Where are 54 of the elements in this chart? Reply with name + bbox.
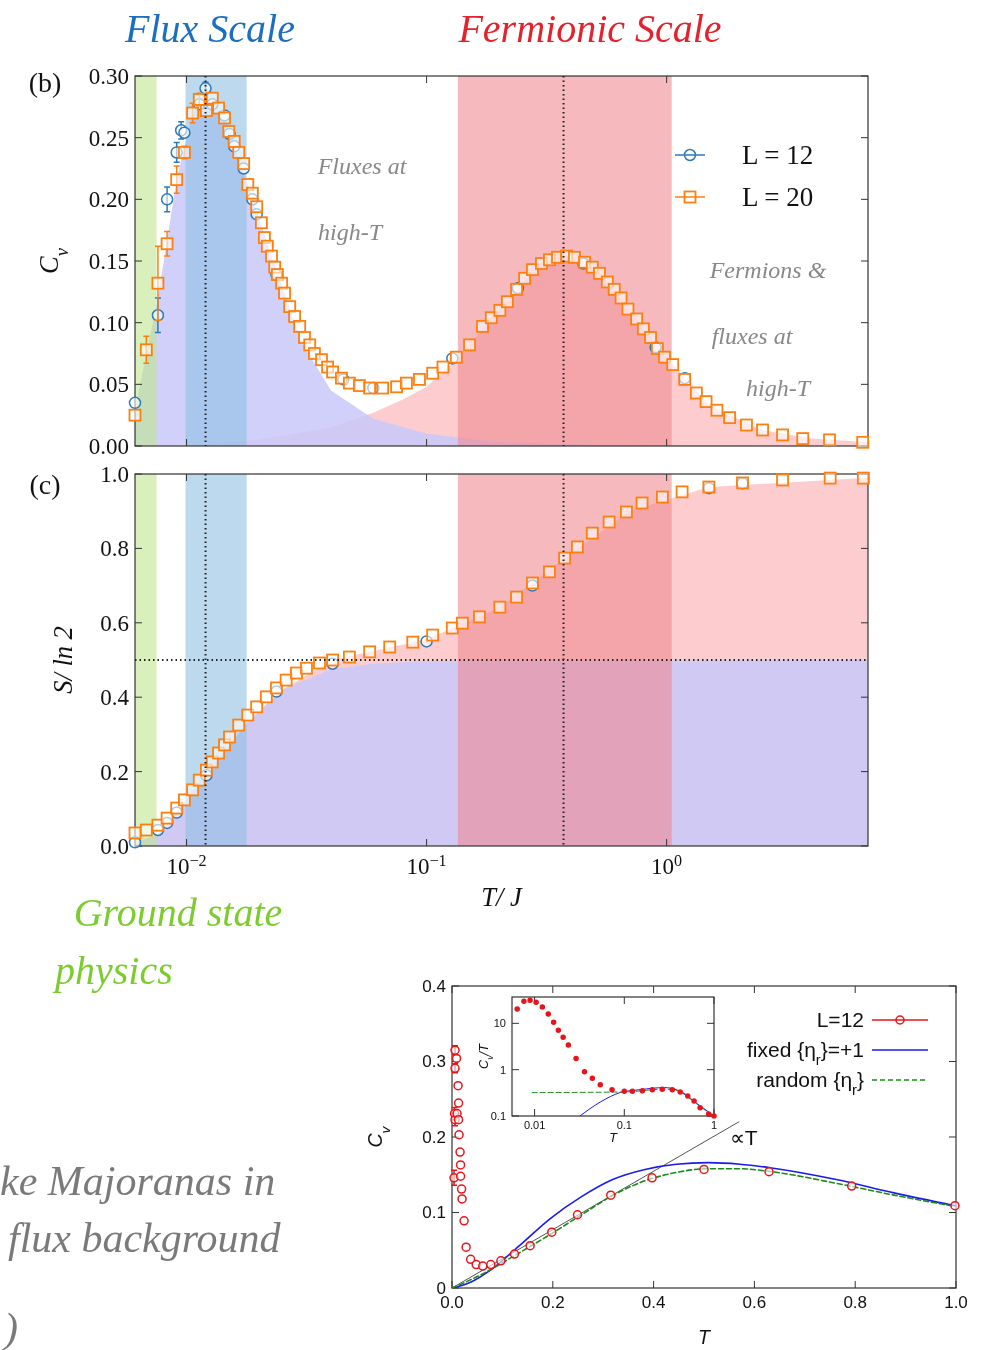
x-tick-label: 0.2	[540, 1293, 565, 1313]
legend-label: random {η$_{r}$}	[756, 1068, 864, 1099]
legend-label: L=12	[816, 1008, 864, 1032]
y-tick-label: 0.2	[100, 759, 129, 785]
text: ke Majoranas in	[0, 1158, 276, 1204]
x-tick-label: 10$^{−2}$	[166, 851, 207, 879]
text: (b)	[28, 67, 62, 98]
annotation: high-T	[745, 375, 812, 401]
y-tick-label: 0.8	[100, 536, 129, 562]
x-axis-title: T/ J	[481, 882, 523, 912]
y-tick-label: 0.6	[100, 610, 129, 636]
text: Ground state	[73, 890, 283, 935]
y-tick-label: 0.3	[422, 1052, 446, 1072]
y-tick-label: 0.1	[490, 1109, 506, 1122]
text: Flux Scale	[124, 6, 295, 51]
x-tick-label: 1	[710, 1119, 718, 1132]
x-tick-label: 0.8	[843, 1293, 868, 1313]
annotation: fluxes at	[711, 323, 794, 349]
x-axis-title: T	[698, 1326, 713, 1348]
annotation: high-T	[317, 219, 384, 245]
x-tick-label: 10$^{−1}$	[406, 851, 447, 879]
x-tick-label: 1.0	[944, 1293, 968, 1313]
legend-label: L = 12	[742, 140, 814, 171]
y-tick-label: 0.05	[88, 372, 129, 398]
x-tick-label: 10$^{0}$	[651, 851, 683, 879]
x-tick-label: 0.4	[641, 1293, 666, 1313]
x-axis-title: T	[609, 1131, 619, 1145]
y-tick-label: 0.4	[422, 976, 446, 996]
y-tick-label: 0.30	[88, 64, 129, 90]
y-tick-label: 1	[499, 1063, 506, 1076]
x-tick-label: 0.6	[742, 1293, 767, 1313]
text: physics	[52, 948, 173, 993]
y-tick-label: 0.4	[100, 685, 130, 711]
x-tick-label: 0.0	[440, 1293, 464, 1313]
y-tick-label: 0.00	[88, 434, 129, 460]
y-tick-label: 10	[493, 1017, 506, 1030]
y-axis-title: S/ ln 2	[48, 626, 78, 694]
text: Fermionic Scale	[457, 6, 722, 51]
y-tick-label: 1.0	[100, 462, 129, 488]
y-tick-label: 0.15	[88, 249, 129, 275]
y-tick-label: 0.10	[88, 310, 129, 336]
annotation: Fluxes at	[316, 153, 408, 179]
x-tick-label: 0.01	[523, 1119, 546, 1132]
annotation: ∝T	[729, 1125, 758, 1149]
text: flux background	[8, 1215, 282, 1261]
text: (c)	[29, 469, 61, 500]
legend-label: L = 20	[742, 182, 814, 213]
y-tick-label: 0.1	[422, 1203, 446, 1223]
x-tick-label: 0.1	[616, 1119, 632, 1132]
y-tick-label: 0.20	[88, 187, 129, 213]
y-tick-label: 0.25	[88, 125, 129, 151]
y-tick-label: 0.0	[100, 834, 129, 860]
legend-label: fixed {η$_{r}$}=+1	[746, 1038, 864, 1069]
annotation: Fermions &	[708, 257, 827, 283]
